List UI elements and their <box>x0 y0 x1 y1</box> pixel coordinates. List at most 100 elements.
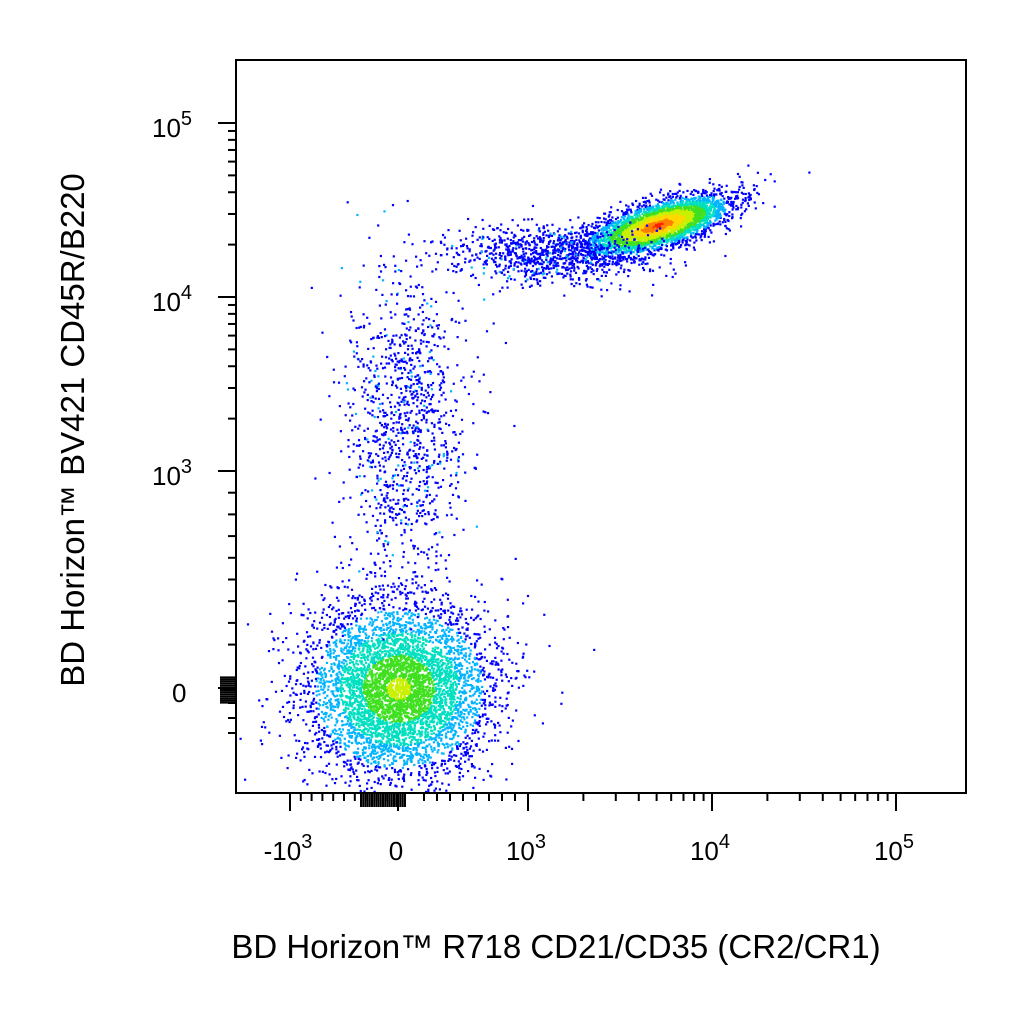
event-dot <box>331 705 335 708</box>
event-dot <box>327 762 331 765</box>
event-dot <box>444 677 447 680</box>
event-dot <box>429 756 432 759</box>
event-dot <box>354 699 357 702</box>
event-dot <box>412 714 415 717</box>
event-dot <box>367 684 370 687</box>
event-dot <box>396 668 399 671</box>
event-dot <box>477 658 480 661</box>
event-dot <box>402 629 405 632</box>
event-dot <box>447 645 450 648</box>
event-dot <box>357 741 360 744</box>
event-dot <box>412 667 415 670</box>
event-dot <box>457 710 460 713</box>
event-dot <box>372 716 375 719</box>
event-dot <box>450 674 453 677</box>
event-dot <box>416 665 419 668</box>
event-dot <box>407 677 410 680</box>
event-dot <box>391 653 394 656</box>
event-dot <box>394 675 397 678</box>
event-dot <box>470 642 473 646</box>
event-dot <box>495 643 498 646</box>
event-dot <box>456 670 459 673</box>
event-dot <box>497 721 500 724</box>
event-dot <box>408 617 411 620</box>
event-dot <box>459 616 462 619</box>
event-dot <box>433 713 436 716</box>
event-dot <box>415 698 418 701</box>
event-dot <box>447 693 450 696</box>
event-dot <box>383 608 386 611</box>
event-dot <box>406 758 409 761</box>
event-dot <box>364 656 367 659</box>
event-dot <box>419 707 422 710</box>
event-dot <box>287 648 290 651</box>
event-dot <box>295 668 298 672</box>
event-dot <box>365 644 368 647</box>
event-dot <box>393 656 396 659</box>
event-dot <box>353 642 356 645</box>
event-dot <box>357 755 360 758</box>
event-dot <box>469 649 472 652</box>
event-dot <box>368 747 371 750</box>
event-dot <box>466 679 469 682</box>
event-dot <box>372 653 375 656</box>
event-dot <box>417 729 420 732</box>
event-dot <box>388 677 392 680</box>
event-dot <box>457 722 460 725</box>
event-dot <box>298 667 301 670</box>
event-dot <box>446 718 449 721</box>
event-dot <box>402 690 405 693</box>
event-dot <box>377 552 380 555</box>
event-dot <box>431 647 434 650</box>
event-dot <box>363 710 367 713</box>
event-dot <box>412 613 415 616</box>
event-dot <box>426 720 429 724</box>
event-dot <box>438 651 441 654</box>
event-dot <box>315 690 318 693</box>
event-dot <box>430 748 433 751</box>
event-dot <box>406 754 409 757</box>
event-dot <box>330 705 333 708</box>
event-dot <box>458 641 461 645</box>
event-dot <box>483 625 486 628</box>
event-dot <box>384 703 387 707</box>
event-dot <box>445 701 448 704</box>
event-dot <box>448 726 451 729</box>
event-dot <box>494 641 497 644</box>
event-dot <box>386 584 390 587</box>
event-dot <box>361 672 365 675</box>
event-dot <box>447 639 450 642</box>
event-dot <box>378 719 381 722</box>
event-dot <box>474 644 477 647</box>
event-dot <box>490 739 493 742</box>
event-dot <box>354 650 357 653</box>
event-dot <box>380 701 383 704</box>
event-dot <box>514 677 517 680</box>
event-dot <box>477 674 480 677</box>
event-dot <box>422 741 426 744</box>
event-dot <box>370 702 373 705</box>
event-dot <box>366 733 369 736</box>
event-dot <box>314 668 317 671</box>
event-dot <box>449 602 452 605</box>
event-dot <box>406 642 410 645</box>
event-dot <box>381 584 384 587</box>
event-dot <box>397 726 400 729</box>
event-dot <box>391 631 395 634</box>
event-dot <box>344 706 347 709</box>
event-dot <box>438 639 441 642</box>
event-dot <box>356 672 359 675</box>
event-dot <box>451 718 454 721</box>
event-dot <box>505 697 508 700</box>
event-dot <box>456 704 459 707</box>
event-dot <box>428 701 431 704</box>
event-dot <box>352 751 355 754</box>
event-dot <box>396 722 399 725</box>
event-dot <box>455 731 458 734</box>
event-dot <box>296 572 299 575</box>
event-dot <box>328 773 331 776</box>
event-dot <box>352 731 355 734</box>
event-dot <box>385 622 388 625</box>
event-dot <box>478 633 481 636</box>
event-dot <box>335 655 338 658</box>
